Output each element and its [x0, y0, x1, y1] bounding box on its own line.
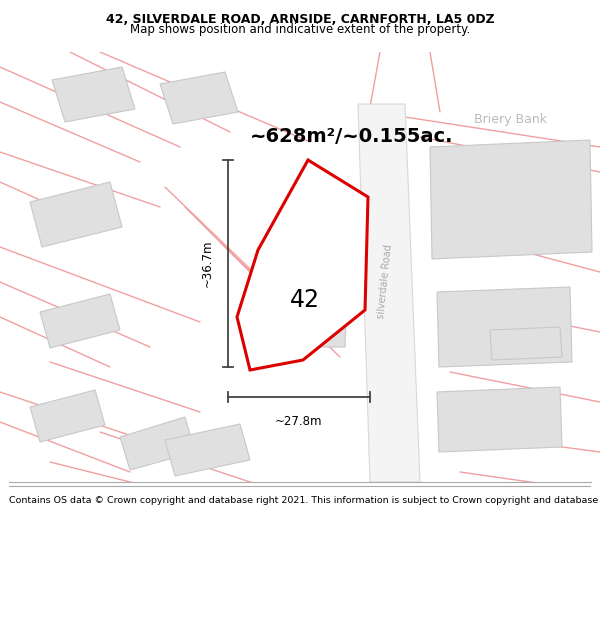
Polygon shape — [160, 72, 238, 124]
Text: silverdale Road: silverdale Road — [376, 244, 394, 320]
Polygon shape — [490, 327, 562, 360]
Polygon shape — [52, 67, 135, 122]
Polygon shape — [437, 387, 562, 452]
Polygon shape — [30, 182, 122, 247]
Polygon shape — [358, 104, 420, 482]
Polygon shape — [248, 232, 348, 347]
Text: 42: 42 — [290, 288, 320, 312]
Polygon shape — [237, 160, 368, 370]
Text: Map shows position and indicative extent of the property.: Map shows position and indicative extent… — [130, 23, 470, 36]
Polygon shape — [430, 140, 592, 259]
Polygon shape — [120, 417, 195, 470]
Text: Contains OS data © Crown copyright and database right 2021. This information is : Contains OS data © Crown copyright and d… — [9, 496, 600, 505]
Text: Briery Bank: Briery Bank — [473, 114, 547, 126]
Polygon shape — [437, 287, 572, 367]
Text: ~36.7m: ~36.7m — [201, 240, 214, 288]
Text: ~628m²/~0.155ac.: ~628m²/~0.155ac. — [250, 127, 454, 146]
Text: 42, SILVERDALE ROAD, ARNSIDE, CARNFORTH, LA5 0DZ: 42, SILVERDALE ROAD, ARNSIDE, CARNFORTH,… — [106, 13, 494, 26]
Polygon shape — [40, 294, 120, 348]
Text: ~27.8m: ~27.8m — [275, 415, 323, 428]
Polygon shape — [30, 390, 105, 442]
Polygon shape — [165, 424, 250, 476]
